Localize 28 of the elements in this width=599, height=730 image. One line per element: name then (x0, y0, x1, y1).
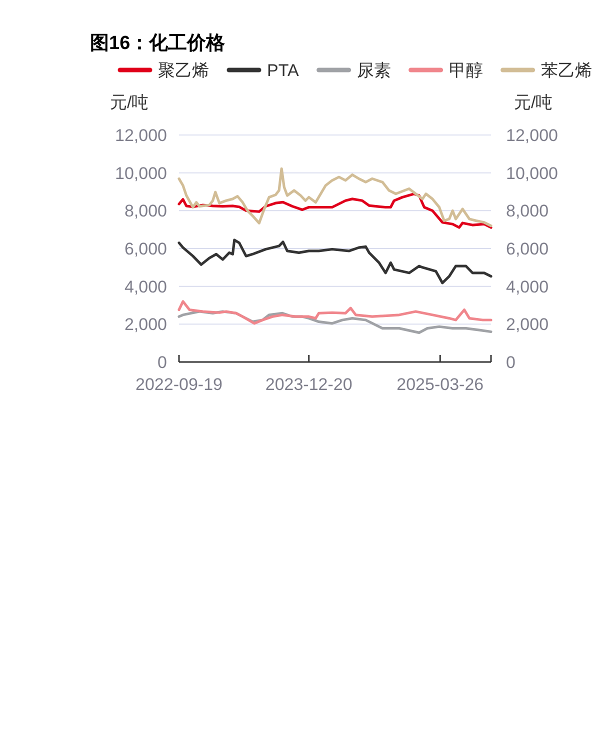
legend-label: 聚乙烯 (158, 61, 209, 80)
y2-tick-label: 12,000 (506, 126, 558, 145)
y2-tick-label: 10,000 (506, 164, 558, 183)
legend-label: 尿素 (356, 61, 391, 80)
y2-tick-label: 6,000 (506, 240, 549, 258)
legend-label: PTA (267, 61, 300, 80)
legend-label: 苯乙烯 (540, 61, 592, 80)
y2-tick-label: 2,000 (506, 315, 549, 334)
y-tick-label: 8,000 (124, 202, 167, 221)
x-tick-label: 2022-09-19 (136, 375, 222, 394)
y-tick-label: 2,000 (124, 315, 167, 334)
y-tick-label: 12,000 (115, 126, 167, 145)
y-tick-label: 4,000 (124, 277, 167, 296)
y2-tick-label: 8,000 (506, 202, 549, 221)
line-series (178, 238, 492, 284)
y-tick-label: 6,000 (124, 240, 167, 258)
legend-label: 甲醇 (448, 61, 483, 80)
x-tick-label: 2023-12-20 (265, 375, 352, 394)
y2-tick-label: 4,000 (506, 277, 549, 296)
line-series (178, 300, 492, 325)
y2-axis-title: 元/吨 (514, 93, 553, 112)
chart-title: 图16：化工价格 (90, 33, 226, 54)
y2-tick-label: 0 (506, 353, 516, 372)
line-series (178, 167, 492, 228)
y-tick-label: 10,000 (115, 164, 167, 183)
y-tick-label: 0 (158, 353, 167, 372)
y-axis-title: 元/吨 (110, 93, 149, 112)
x-tick-label: 2025-03-26 (396, 375, 484, 394)
